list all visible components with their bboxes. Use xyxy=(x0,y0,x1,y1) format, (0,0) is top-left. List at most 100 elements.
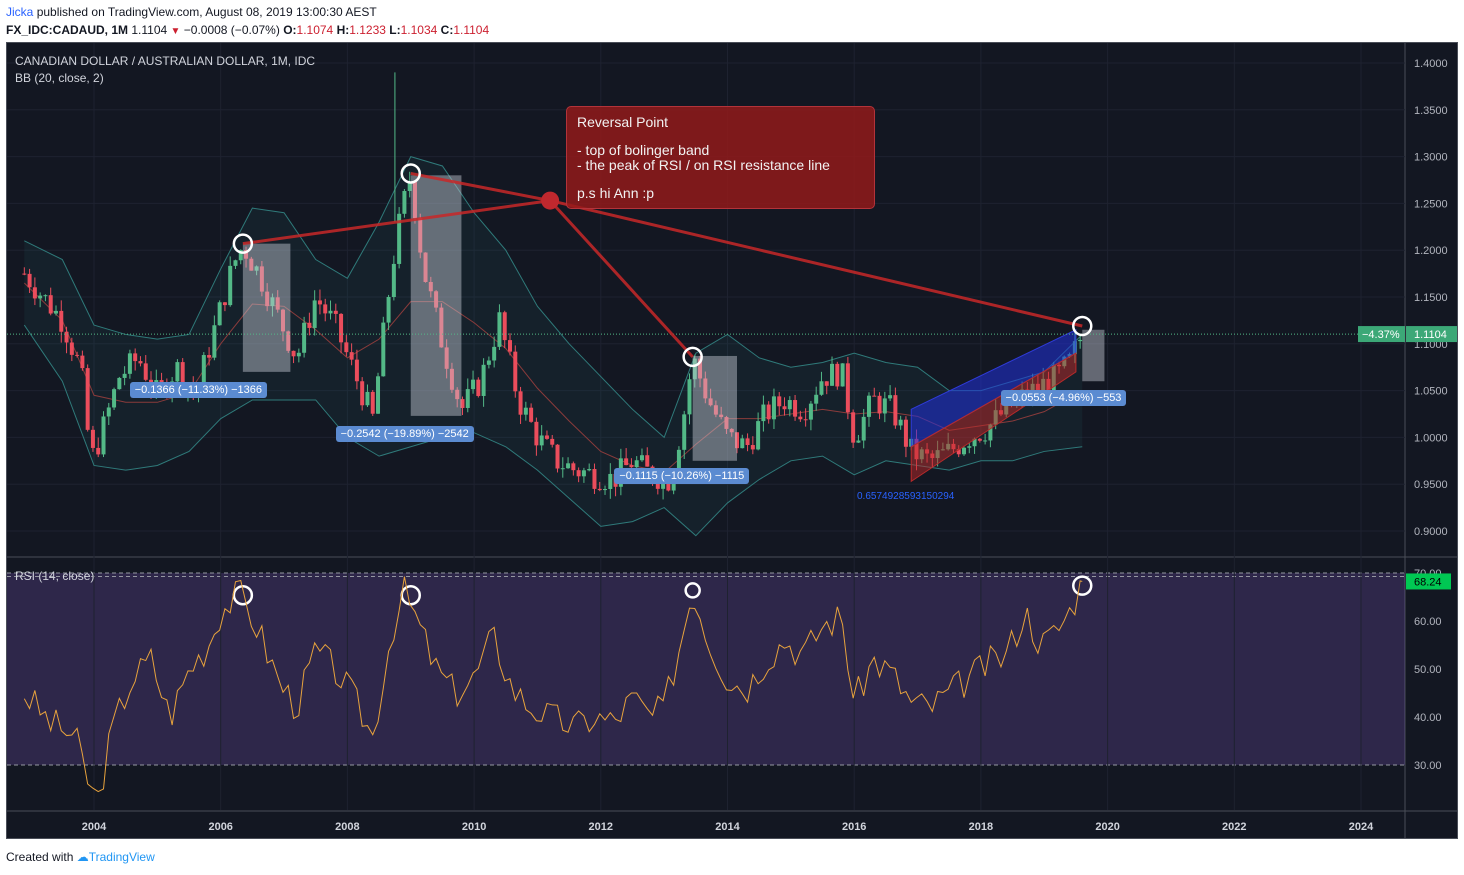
measure-box[interactable] xyxy=(410,175,462,416)
candle xyxy=(423,252,428,282)
high-value: 1.1233 xyxy=(349,23,386,37)
footer: Created with ☁TradingView xyxy=(6,850,155,864)
candle xyxy=(682,414,687,450)
price-tick-label: 1.0500 xyxy=(1414,386,1448,398)
candle xyxy=(212,325,217,358)
note-line-1: - top of bolinger band xyxy=(577,142,710,158)
candle xyxy=(143,363,148,380)
reversal-circle[interactable] xyxy=(682,346,703,368)
candle xyxy=(882,398,887,414)
candle xyxy=(32,287,37,299)
rsi-peak-circle[interactable] xyxy=(684,582,701,599)
candle xyxy=(756,421,761,450)
tradingview-logo-icon[interactable]: ☁ xyxy=(76,850,89,864)
candle xyxy=(80,355,85,369)
reversal-hub[interactable] xyxy=(541,191,560,210)
candle xyxy=(967,446,972,448)
channel-lower-zone[interactable] xyxy=(910,352,1077,483)
candle xyxy=(824,381,829,386)
candle xyxy=(201,355,206,386)
rsi-indicator-label[interactable]: RSI (14, close) xyxy=(15,569,95,583)
time-tick-label: 2010 xyxy=(462,821,486,833)
candle xyxy=(972,438,977,447)
rsi-band xyxy=(7,573,1405,765)
bb-indicator-label[interactable]: BB (20, close, 2) xyxy=(15,71,104,85)
candle xyxy=(64,331,69,343)
measure-label[interactable]: −0.1115 (−10.26%) −1115 xyxy=(614,467,750,484)
candle xyxy=(903,419,908,447)
candle xyxy=(96,447,101,455)
candle xyxy=(645,455,650,467)
author-link[interactable]: Jicka xyxy=(6,5,34,19)
published-text: published on TradingView.com, August 08,… xyxy=(36,5,377,19)
candle xyxy=(122,373,127,378)
candle xyxy=(449,368,454,390)
time-tick-label: 2008 xyxy=(335,821,359,833)
measure-box[interactable] xyxy=(1082,329,1105,382)
candle xyxy=(724,417,729,429)
open-label: O: xyxy=(283,23,297,37)
candle xyxy=(750,445,755,450)
candle xyxy=(872,395,877,397)
reversal-circle[interactable] xyxy=(1072,315,1093,337)
candle xyxy=(217,302,222,326)
price-tick-label: 1.3500 xyxy=(1414,105,1448,117)
measure-box[interactable] xyxy=(242,243,291,372)
reversal-line[interactable] xyxy=(549,199,694,358)
candle xyxy=(275,297,280,310)
candle xyxy=(323,304,328,314)
fib-level-label: 0.6574928593150294 xyxy=(857,491,955,502)
candle xyxy=(175,362,180,382)
price-tick-label: 1.0000 xyxy=(1414,432,1448,444)
time-tick-label: 2016 xyxy=(842,821,866,833)
reversal-line[interactable] xyxy=(410,171,551,203)
candle xyxy=(655,482,660,489)
time-tick-label: 2006 xyxy=(208,821,232,833)
candle xyxy=(507,340,512,352)
candle xyxy=(434,291,439,308)
reversal-circle[interactable] xyxy=(232,233,254,254)
rsi-peak-circle[interactable] xyxy=(232,584,254,606)
rsi-peak-circle[interactable] xyxy=(1072,575,1093,596)
candle xyxy=(787,400,792,410)
measure-label[interactable]: −0.2542 (−19.89%) −2542 xyxy=(335,425,474,442)
candle xyxy=(898,419,903,426)
candle xyxy=(861,416,866,441)
candle xyxy=(534,421,539,446)
reversal-line[interactable] xyxy=(549,199,1083,328)
candle xyxy=(766,404,771,420)
measure-label[interactable]: −0.0553 (−4.96%) −553 xyxy=(1000,390,1127,407)
bb-fill xyxy=(24,156,1083,536)
candle xyxy=(729,428,734,433)
reversal-note[interactable]: Reversal Point - top of bolinger band - … xyxy=(566,106,875,209)
candle xyxy=(22,273,27,275)
rsi-tag-bg xyxy=(1406,573,1451,590)
candle xyxy=(307,322,312,328)
candle xyxy=(333,310,338,314)
rsi-pane[interactable] xyxy=(7,558,1405,810)
candle xyxy=(476,379,481,396)
candle xyxy=(1078,339,1083,342)
candle xyxy=(708,398,713,406)
candle xyxy=(793,400,798,417)
measure-label[interactable]: −0.1366 (−11.33%) −1366 xyxy=(129,381,268,398)
measure-box[interactable] xyxy=(692,355,738,461)
candle xyxy=(291,350,296,357)
candle xyxy=(513,351,518,392)
candle xyxy=(576,470,581,477)
reversal-circle[interactable] xyxy=(400,163,421,184)
candle xyxy=(481,364,486,396)
close-value: 1.1104 xyxy=(453,23,490,37)
reversal-line[interactable] xyxy=(242,199,551,246)
candle xyxy=(365,391,370,406)
candle xyxy=(90,429,95,448)
candle xyxy=(851,412,856,443)
candle xyxy=(740,438,745,449)
candle xyxy=(397,213,402,264)
candle xyxy=(386,296,391,323)
candle xyxy=(349,352,354,360)
candle xyxy=(597,488,602,491)
change-tag-bg xyxy=(1358,326,1405,343)
tradingview-brand[interactable]: TradingView xyxy=(88,850,155,864)
